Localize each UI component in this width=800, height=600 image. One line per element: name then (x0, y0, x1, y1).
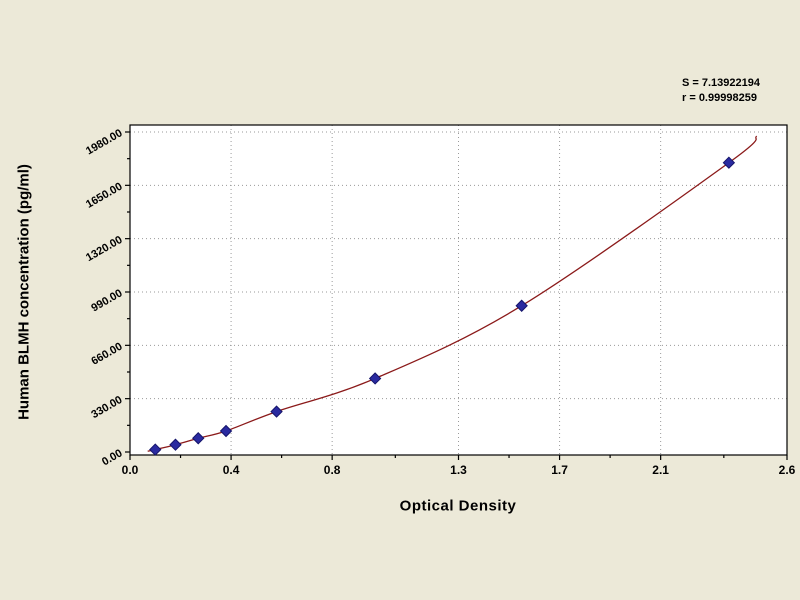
data-point-marker (169, 438, 182, 451)
standard-points (149, 156, 736, 456)
data-point-marker (722, 156, 736, 169)
svg-text:330.00: 330.00 (89, 394, 124, 421)
gridlines (130, 125, 787, 455)
stat-r-value: r = 0.99998259 (682, 92, 757, 104)
data-point-marker (270, 405, 283, 418)
svg-text:990.00: 990.00 (89, 287, 124, 314)
svg-text:1650.00: 1650.00 (84, 181, 124, 211)
svg-text:0.0: 0.0 (122, 463, 139, 477)
svg-text:2.6: 2.6 (779, 463, 796, 477)
fit-statistics: S = 7.13922194 r = 0.99998259 (682, 76, 760, 106)
data-point-marker (368, 372, 382, 385)
y-tick-labels: 0.00330.00660.00990.001320.001650.001980… (84, 127, 124, 468)
svg-text:0.8: 0.8 (324, 463, 341, 477)
svg-text:1320.00: 1320.00 (84, 234, 124, 264)
stat-s-value: S = 7.13922194 (682, 77, 760, 89)
svg-text:1.3: 1.3 (450, 463, 467, 477)
data-point-marker (192, 432, 205, 445)
svg-text:660.00: 660.00 (89, 341, 124, 368)
data-point-marker (515, 299, 528, 312)
data-point-marker (149, 443, 162, 456)
svg-text:0.4: 0.4 (223, 463, 240, 477)
y-axis-label: Human BLMH concentration (pg/ml) (15, 164, 33, 420)
svg-text:2.1: 2.1 (652, 463, 669, 477)
x-axis-label: Optical Density (399, 497, 517, 515)
x-tick-labels: 0.0 0.4 0.8 1.3 1.7 2.1 2.6 (122, 463, 796, 477)
axis-ticks (125, 131, 788, 460)
data-point-marker (219, 424, 233, 438)
svg-text:1.7: 1.7 (551, 463, 568, 477)
svg-text:1980.00: 1980.00 (84, 127, 124, 157)
